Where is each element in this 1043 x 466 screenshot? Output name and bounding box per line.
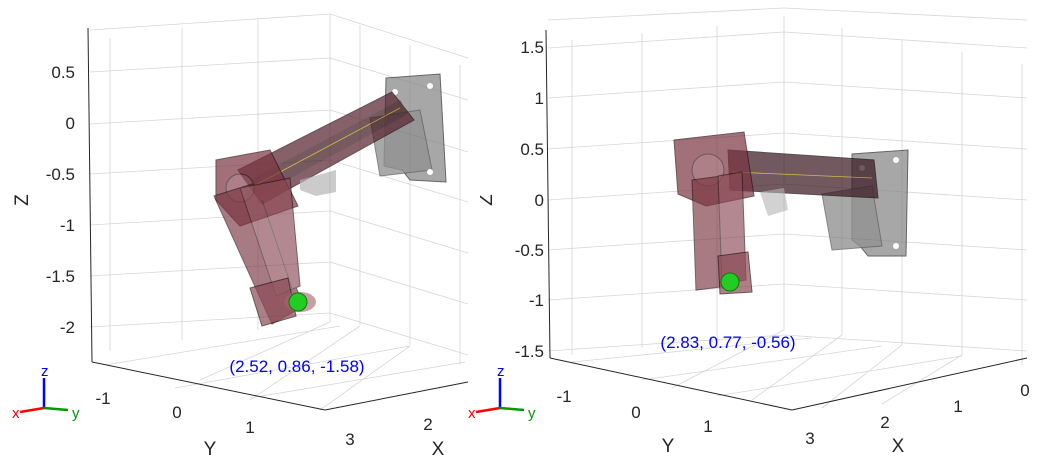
z-tick: 0.5 xyxy=(520,140,544,159)
z-tick: -0.5 xyxy=(46,165,75,184)
x-tick: 2 xyxy=(423,415,432,434)
z-tick: -0.5 xyxy=(515,241,544,260)
y-tick: 0 xyxy=(172,403,181,422)
triad-y-axis xyxy=(43,406,69,412)
right-z-axis-label: Z xyxy=(480,194,497,206)
right-triad-overlay: z x y xyxy=(468,363,536,422)
right-end-effector-marker xyxy=(720,272,740,292)
y-tick: 1 xyxy=(703,417,712,436)
triad-y-label: y xyxy=(72,405,80,422)
triad-z-label: z xyxy=(41,363,49,380)
right-y-ticks: -1 0 1 xyxy=(556,387,712,436)
y-tick: -1 xyxy=(95,389,110,408)
z-tick: -1.5 xyxy=(515,342,544,361)
z-tick: -1 xyxy=(60,216,75,235)
left-end-effector-marker xyxy=(288,292,308,312)
x-tick: 3 xyxy=(345,430,354,449)
left-3d-axes: 0.5 0 -0.5 -1 -1.5 -2 Z -1 0 1 Y 2 3 X xyxy=(12,13,469,460)
left-orientation-triad: z x y xyxy=(12,363,80,422)
z-tick: 0 xyxy=(535,191,544,210)
left-y-ticks: -1 0 1 xyxy=(95,389,254,437)
y-tick: -1 xyxy=(556,387,571,406)
right-y-axis-label: Y xyxy=(662,436,675,457)
z-tick: -1 xyxy=(529,291,544,310)
left-x-axis-label: X xyxy=(432,439,445,460)
z-tick: -2 xyxy=(60,318,75,337)
right-position-annotation: (2.83, 0.77, -0.56) xyxy=(660,333,795,352)
z-tick: 1.5 xyxy=(520,38,544,57)
triad-y-axis xyxy=(499,406,525,412)
right-x-axis-label: X xyxy=(892,436,905,457)
left-x-ticks: 2 3 xyxy=(345,415,432,449)
x-tick: 2 xyxy=(880,413,889,432)
triad-z-label: z xyxy=(497,363,505,380)
y-tick: 1 xyxy=(245,418,254,437)
x-tick: 1 xyxy=(953,397,962,416)
left-y-axis-label: Y xyxy=(204,439,217,460)
left-z-axis-label: Z xyxy=(12,194,33,206)
triad-x-label: x xyxy=(12,405,20,422)
z-tick: 0 xyxy=(66,114,75,133)
left-position-annotation: (2.52, 0.86, -1.58) xyxy=(229,357,364,376)
left-z-ticks: 0.5 0 -0.5 -1 -1.5 -2 xyxy=(46,63,75,337)
right-view-panel: -1 0 1 Y 0 1 2 3 X (2.83, 0.77, xyxy=(522,0,1043,466)
left-view-panel: 0.5 0 -0.5 -1 -1.5 -2 Z -1 0 1 Y 2 3 X xyxy=(0,0,520,466)
z-tick: 1 xyxy=(535,89,544,108)
right-x-ticks: 0 1 2 3 xyxy=(805,381,1029,448)
right-x-axis-line xyxy=(791,357,1028,411)
right-upper-arm xyxy=(727,149,879,216)
z-tick: -1.5 xyxy=(46,267,75,286)
right-grid xyxy=(547,7,1028,409)
right-z-axis-line xyxy=(545,29,551,359)
triad-x-axis xyxy=(475,406,501,414)
right-3d-axes: -1 0 1 Y 0 1 2 3 X (2.83, 0.77, xyxy=(545,7,1030,457)
x-tick: 3 xyxy=(805,429,814,448)
y-tick: 0 xyxy=(631,403,640,422)
triad-x-label: x xyxy=(468,405,476,422)
left-z-axis-line xyxy=(87,27,93,363)
triad-y-label: y xyxy=(528,405,536,422)
right-z-tick-overlay: 1.5 1 0.5 0 -0.5 -1 -1.5 Z xyxy=(480,38,544,361)
right-robot-base xyxy=(821,149,909,257)
left-x-axis-line xyxy=(324,381,469,411)
left-y-axis-line xyxy=(91,361,326,411)
right-y-axis-line xyxy=(549,357,793,411)
x-tick: 0 xyxy=(1020,381,1029,400)
triad-x-axis xyxy=(19,406,45,414)
z-tick: 0.5 xyxy=(51,63,75,82)
